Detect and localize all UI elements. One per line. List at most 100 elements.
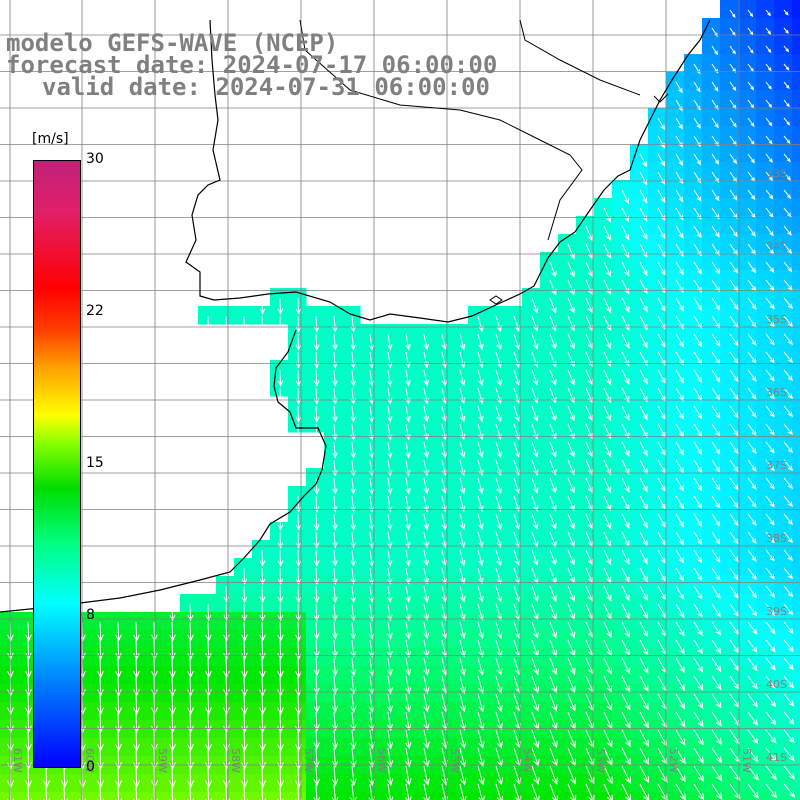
wind-arrow bbox=[477, 405, 484, 423]
wind-arrow bbox=[567, 585, 575, 602]
wind-speed-cell bbox=[666, 774, 685, 793]
wind-arrow bbox=[711, 333, 721, 347]
wind-arrow bbox=[747, 531, 757, 544]
wind-speed-cell bbox=[396, 630, 415, 649]
wind-speed-cell bbox=[738, 630, 757, 649]
wind-arrow bbox=[729, 117, 737, 128]
wind-arrow bbox=[783, 621, 794, 634]
wind-arrow bbox=[350, 513, 356, 531]
wind-arrow bbox=[729, 531, 739, 545]
wind-speed-cell bbox=[378, 720, 397, 739]
wind-speed-cell bbox=[684, 504, 703, 523]
wind-speed-cell bbox=[342, 576, 361, 595]
wind-speed-cell bbox=[666, 504, 685, 523]
wind-speed-cell bbox=[396, 396, 415, 415]
wind-speed-cell bbox=[738, 738, 757, 757]
wind-arrow bbox=[783, 549, 793, 562]
wind-speed-cell bbox=[468, 540, 487, 559]
wind-arrow bbox=[405, 441, 411, 459]
wind-arrow bbox=[495, 693, 503, 713]
wind-arrow bbox=[313, 477, 320, 495]
wind-speed-cell bbox=[522, 378, 541, 397]
wind-speed-cell bbox=[414, 324, 433, 343]
wind-speed-cell bbox=[432, 630, 451, 649]
wind-arrow bbox=[621, 423, 630, 439]
wind-arrow bbox=[423, 441, 429, 459]
wind-speed-cell bbox=[792, 216, 800, 235]
wind-speed-cell bbox=[720, 18, 739, 37]
wind-speed-cell bbox=[738, 342, 757, 361]
wind-arrow bbox=[693, 675, 704, 691]
wind-arrow bbox=[42, 765, 51, 789]
wind-speed-cell bbox=[576, 630, 595, 649]
wind-arrow bbox=[675, 585, 685, 600]
wind-speed-cell bbox=[792, 378, 800, 397]
wind-speed-cell bbox=[792, 288, 800, 307]
wind-speed-cell bbox=[594, 414, 613, 433]
wind-speed-cell bbox=[630, 612, 649, 631]
wind-arrow bbox=[513, 477, 521, 494]
wind-speed-cell bbox=[756, 738, 775, 757]
wind-speed-cell bbox=[432, 684, 451, 703]
wind-arrow bbox=[259, 603, 266, 622]
wind-arrow bbox=[205, 603, 212, 622]
wind-speed-cell bbox=[774, 702, 793, 721]
wind-speed-cell bbox=[738, 576, 757, 595]
wind-speed-cell bbox=[648, 324, 667, 343]
wind-arrow bbox=[459, 495, 466, 513]
wind-arrow bbox=[549, 495, 557, 512]
wind-arrow bbox=[441, 495, 448, 513]
wind-arrow bbox=[277, 567, 284, 585]
wind-speed-cell bbox=[432, 558, 451, 577]
wind-speed-cell bbox=[774, 558, 793, 577]
wind-speed-cell bbox=[450, 594, 469, 613]
wind-arrow bbox=[693, 117, 701, 129]
wind-speed-cell bbox=[666, 180, 685, 199]
wind-speed-cell bbox=[450, 342, 469, 361]
wind-speed-cell bbox=[738, 522, 757, 541]
wind-speed-cell bbox=[702, 72, 721, 91]
wind-arrow bbox=[513, 405, 521, 422]
wind-speed-cell bbox=[702, 774, 721, 793]
wind-speed-cell bbox=[576, 738, 595, 757]
wind-arrow bbox=[747, 567, 757, 581]
wind-speed-cell bbox=[774, 522, 793, 541]
wind-arrow bbox=[711, 513, 721, 527]
wind-arrow bbox=[657, 297, 666, 313]
wind-arrow bbox=[368, 351, 375, 369]
wind-speed-cell bbox=[648, 144, 667, 163]
wind-speed-cell bbox=[684, 576, 703, 595]
wind-speed-cell bbox=[702, 630, 721, 649]
wind-speed-cell bbox=[720, 468, 739, 487]
wind-speed-cell bbox=[288, 540, 307, 559]
wind-speed-cell bbox=[774, 18, 793, 37]
wind-arrow bbox=[657, 765, 668, 783]
wind-speed-cell bbox=[306, 360, 325, 379]
wind-arrow bbox=[711, 639, 722, 654]
wind-speed-cell bbox=[306, 522, 325, 541]
wind-arrow bbox=[693, 333, 703, 348]
wind-arrow bbox=[386, 729, 394, 750]
wind-arrow bbox=[240, 765, 249, 789]
wind-arrow bbox=[693, 783, 705, 800]
wind-speed-cell bbox=[702, 720, 721, 739]
wind-speed-cell bbox=[792, 666, 800, 685]
wind-speed-cell bbox=[468, 558, 487, 577]
wind-speed-cell bbox=[666, 666, 685, 685]
wind-arrow bbox=[675, 639, 685, 655]
wind-speed-cell bbox=[594, 450, 613, 469]
wind-speed-cell bbox=[468, 738, 487, 757]
wind-arrow bbox=[693, 531, 703, 546]
wind-arrow bbox=[332, 441, 338, 459]
wind-arrow bbox=[386, 639, 393, 658]
wind-arrow bbox=[368, 549, 375, 567]
wind-speed-cell bbox=[432, 720, 451, 739]
wind-speed-cell bbox=[594, 702, 613, 721]
wind-arrow bbox=[313, 783, 321, 800]
wind-arrow bbox=[765, 369, 775, 382]
wind-arrow bbox=[783, 405, 793, 418]
wind-speed-cell bbox=[576, 612, 595, 631]
wind-speed-cell bbox=[702, 522, 721, 541]
wind-speed-cell bbox=[432, 576, 451, 595]
wind-speed-cell bbox=[774, 360, 793, 379]
